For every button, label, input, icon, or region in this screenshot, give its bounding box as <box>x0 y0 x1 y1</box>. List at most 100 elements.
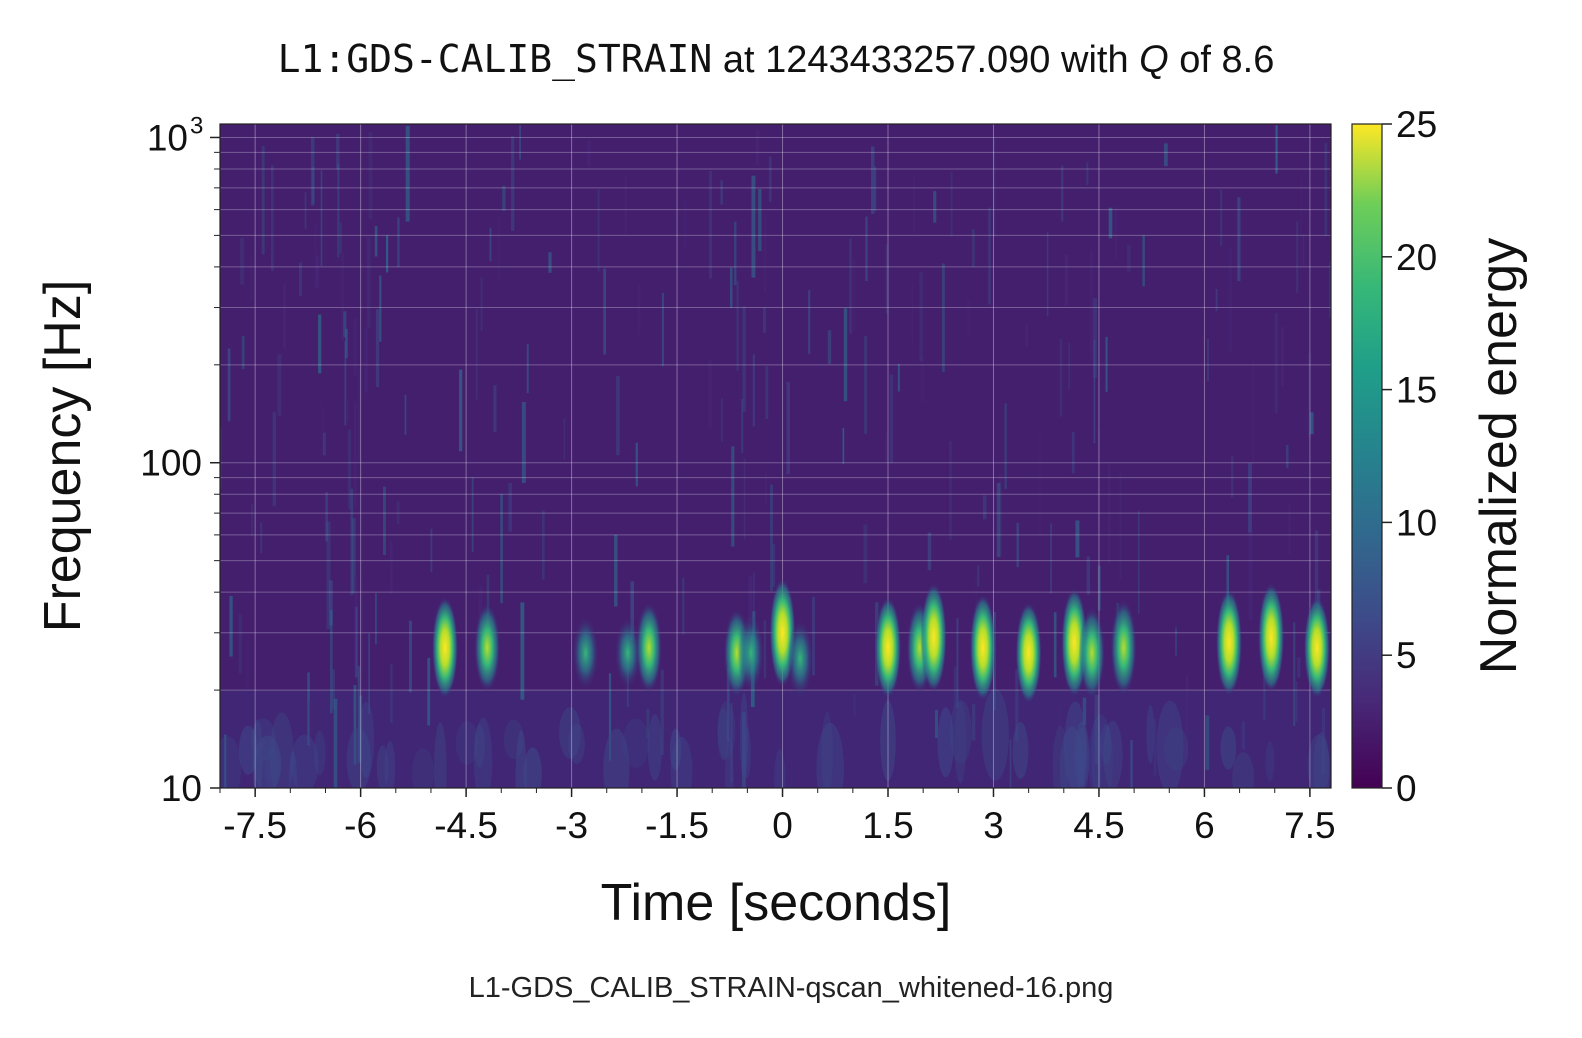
noise-streak <box>379 275 382 342</box>
y-tick-exponent: 3 <box>190 112 203 139</box>
noise-streak <box>852 258 856 332</box>
noise-streak <box>272 412 276 507</box>
noise-mist <box>314 730 326 776</box>
noise-streak <box>734 221 737 286</box>
noise-streak <box>322 432 326 456</box>
noise-streak <box>853 694 856 716</box>
noise-mist <box>739 692 749 781</box>
noise-streak <box>614 534 618 607</box>
noise-mist <box>669 728 682 771</box>
noise-mist <box>1313 732 1330 788</box>
title-with: with <box>1060 39 1129 81</box>
noise-mist <box>253 735 282 788</box>
noise-streak <box>261 146 265 255</box>
noise-streak <box>375 593 377 645</box>
noise-streak <box>1025 323 1028 347</box>
noise-streak <box>332 669 335 710</box>
event-blob <box>572 616 599 690</box>
event-blob <box>635 602 662 694</box>
x-tick-label: -3 <box>555 805 588 846</box>
noise-streak <box>345 328 348 358</box>
noise-streak <box>637 284 641 335</box>
noise-streak <box>752 354 755 427</box>
noise-streak <box>1016 522 1019 567</box>
noise-streak <box>885 244 888 314</box>
noise-streak <box>480 277 483 332</box>
noise-streak <box>1105 336 1108 392</box>
noise-streak <box>1071 431 1075 474</box>
noise-streak <box>1046 231 1049 317</box>
noise-streak <box>312 166 315 204</box>
noise-streak <box>919 271 923 362</box>
noise-streak <box>982 495 987 520</box>
event-blob <box>474 603 501 692</box>
event-blob <box>1216 589 1242 696</box>
noise-streak <box>319 344 322 372</box>
noise-streak <box>1114 206 1118 258</box>
noise-streak <box>325 491 329 542</box>
chart-title: L1:GDS-CALIB_STRAIN at 1243433257.090 wi… <box>278 37 1275 82</box>
noise-streak <box>843 308 848 402</box>
noise-streak <box>1164 143 1168 167</box>
noise-streak <box>1093 339 1096 444</box>
noise-streak <box>682 577 685 635</box>
noise-streak <box>786 382 790 475</box>
noise-streak <box>1130 739 1133 788</box>
noise-streak <box>1086 162 1089 186</box>
noise-mist <box>474 724 485 768</box>
noise-streak <box>227 348 231 422</box>
noise-mist <box>1265 741 1275 782</box>
noise-streak <box>842 428 845 464</box>
noise-streak <box>827 330 832 364</box>
noise-streak <box>1310 412 1314 435</box>
title-gps-time: 1243433257.090 <box>765 39 1050 81</box>
noise-streak <box>1086 556 1090 595</box>
noise-mist <box>568 723 585 765</box>
x-tick-label: -7.5 <box>223 805 287 846</box>
noise-streak <box>1230 455 1234 498</box>
noise-mist <box>724 737 734 788</box>
x-tick-label: 7.5 <box>1284 805 1335 846</box>
noise-mist <box>816 722 844 788</box>
noise-mist <box>1164 727 1189 771</box>
noise-mist <box>358 701 375 779</box>
noise-streak <box>1296 221 1299 293</box>
noise-streak <box>603 268 606 355</box>
event-blob <box>969 594 996 701</box>
noise-streak <box>326 521 331 630</box>
event-blob <box>1078 607 1105 699</box>
noise-streak <box>635 442 638 487</box>
noise-streak <box>720 180 723 205</box>
noise-streak <box>731 446 735 547</box>
noise-streak <box>1286 445 1289 469</box>
noise-mist <box>880 700 896 781</box>
noise-streak <box>662 293 664 367</box>
noise-streak <box>245 642 250 691</box>
noise-streak <box>1009 739 1012 788</box>
noise-streak <box>1295 681 1298 723</box>
noise-streak <box>741 399 744 454</box>
noise-streak <box>709 171 712 279</box>
noise-mist <box>622 718 650 768</box>
noise-streak <box>762 307 767 333</box>
noise-streak <box>404 394 407 435</box>
y-tick-label: 10 <box>147 117 188 158</box>
noise-streak <box>346 400 349 422</box>
noise-streak <box>251 504 254 537</box>
noise-streak <box>616 376 620 456</box>
noise-streak <box>646 708 650 739</box>
event-blob <box>614 618 641 688</box>
noise-streak <box>1241 721 1246 750</box>
noise-streak <box>521 402 526 483</box>
noise-streak <box>897 363 900 392</box>
noise-streak <box>1322 707 1325 774</box>
noise-streak <box>260 522 263 553</box>
noise-streak <box>283 284 286 349</box>
noise-streak <box>526 344 529 393</box>
noise-streak <box>742 712 746 788</box>
noise-streak <box>972 703 976 741</box>
noise-streak <box>348 429 351 510</box>
